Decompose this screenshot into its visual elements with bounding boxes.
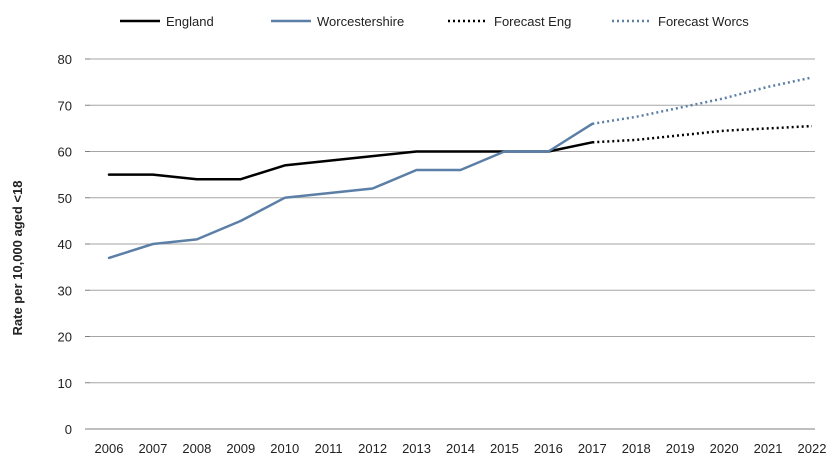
x-tick-label: 2017 <box>578 441 607 456</box>
y-tick-label: 30 <box>58 283 72 298</box>
y-tick-label: 50 <box>58 191 72 206</box>
y-tick-label: 0 <box>65 422 72 437</box>
y-axis-title: Rate per 10,000 aged <18 <box>10 180 25 335</box>
series-line-forecast-eng <box>592 124 813 144</box>
y-tick-label: 40 <box>58 237 72 252</box>
y-tick-label: 20 <box>58 330 72 345</box>
legend-label: Worcestershire <box>317 14 404 29</box>
x-tick-label: 2010 <box>270 441 299 456</box>
y-tick-label: 10 <box>58 376 72 391</box>
x-tick-label: 2007 <box>138 441 167 456</box>
x-tick-label: 2016 <box>534 441 563 456</box>
legend-label: England <box>166 14 214 29</box>
y-tick-label: 80 <box>58 52 72 67</box>
x-tick-label: 2018 <box>622 441 651 456</box>
legend-label: Forecast Eng <box>494 14 571 29</box>
x-tick-label: 2011 <box>315 441 343 456</box>
x-tick-label: 2013 <box>402 441 431 456</box>
x-tick-label: 2021 <box>754 441 783 456</box>
series-line-worcestershire <box>107 122 594 260</box>
series-line-forecast-worcs <box>592 76 813 126</box>
x-tick-label: 2006 <box>95 441 124 456</box>
x-tick-label: 2014 <box>446 441 475 456</box>
series-line-england <box>107 141 594 181</box>
x-tick-label: 2019 <box>666 441 695 456</box>
y-tick-label: 70 <box>58 98 72 113</box>
y-tick-label: 60 <box>58 145 72 160</box>
x-tick-label: 2022 <box>798 441 826 456</box>
x-tick-label: 2009 <box>226 441 255 456</box>
x-tick-label: 2020 <box>710 441 739 456</box>
x-tick-label: 2012 <box>358 441 387 456</box>
x-tick-label: 2015 <box>490 441 519 456</box>
legend-label: Forecast Worcs <box>658 14 749 29</box>
x-tick-label: 2008 <box>182 441 211 456</box>
